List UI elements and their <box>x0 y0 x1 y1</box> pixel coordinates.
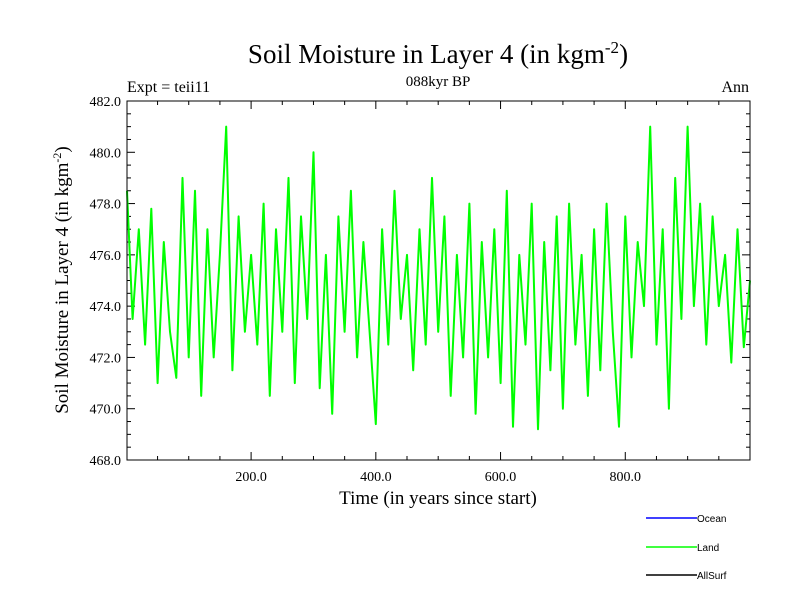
y-tick-label: 482.0 <box>90 95 122 110</box>
plot-frame <box>126 100 751 461</box>
legend-label-allsurf: AllSurf <box>697 571 727 582</box>
y-axis-label-main: Soil Moisture in Layer 4 (in kgm <box>52 162 73 413</box>
y-axis-label-superscript: -2 <box>50 153 64 163</box>
chart-title-end: ) <box>619 39 628 69</box>
legend-label-land: Land <box>697 543 719 554</box>
x-tick-label: 600.0 <box>485 470 517 485</box>
series-line-land <box>126 125 751 431</box>
legend: Ocean Land AllSurf <box>646 514 727 582</box>
legend-label-ocean: Ocean <box>697 514 726 525</box>
y-tick-label: 468.0 <box>90 454 122 469</box>
chart-subtitle: 088kyr BP <box>406 74 471 90</box>
chart-title-main: Soil Moisture in Layer 4 (in kgm <box>248 39 605 69</box>
series-group <box>126 125 751 431</box>
chart-title: Soil Moisture in Layer 4 (in kgm-2) <box>248 38 628 69</box>
axis-ticks: 468.0 470.0 472.0 474.0 476.0 478.0 480.0 482.0… <box>90 95 750 485</box>
y-tick-label: 480.0 <box>90 146 122 161</box>
x-tick-label: 400.0 <box>360 470 392 485</box>
y-tick-label: 474.0 <box>90 300 122 315</box>
x-axis-label: Time (in years since start) <box>339 488 537 509</box>
y-tick-label: 478.0 <box>90 198 122 213</box>
y-tick-label: 472.0 <box>90 351 122 366</box>
y-tick-label: 470.0 <box>90 403 122 418</box>
season-label: Ann <box>721 79 749 96</box>
y-axis-label: Soil Moisture in Layer 4 (in kgm-2) <box>50 146 73 414</box>
experiment-label: Expt = teii11 <box>127 79 210 96</box>
chart-title-superscript: -2 <box>605 38 619 57</box>
x-tick-label: 200.0 <box>235 470 267 485</box>
y-tick-label: 476.0 <box>90 249 122 264</box>
x-tick-label: 800.0 <box>610 470 642 485</box>
y-axis-label-end: ) <box>52 146 73 152</box>
